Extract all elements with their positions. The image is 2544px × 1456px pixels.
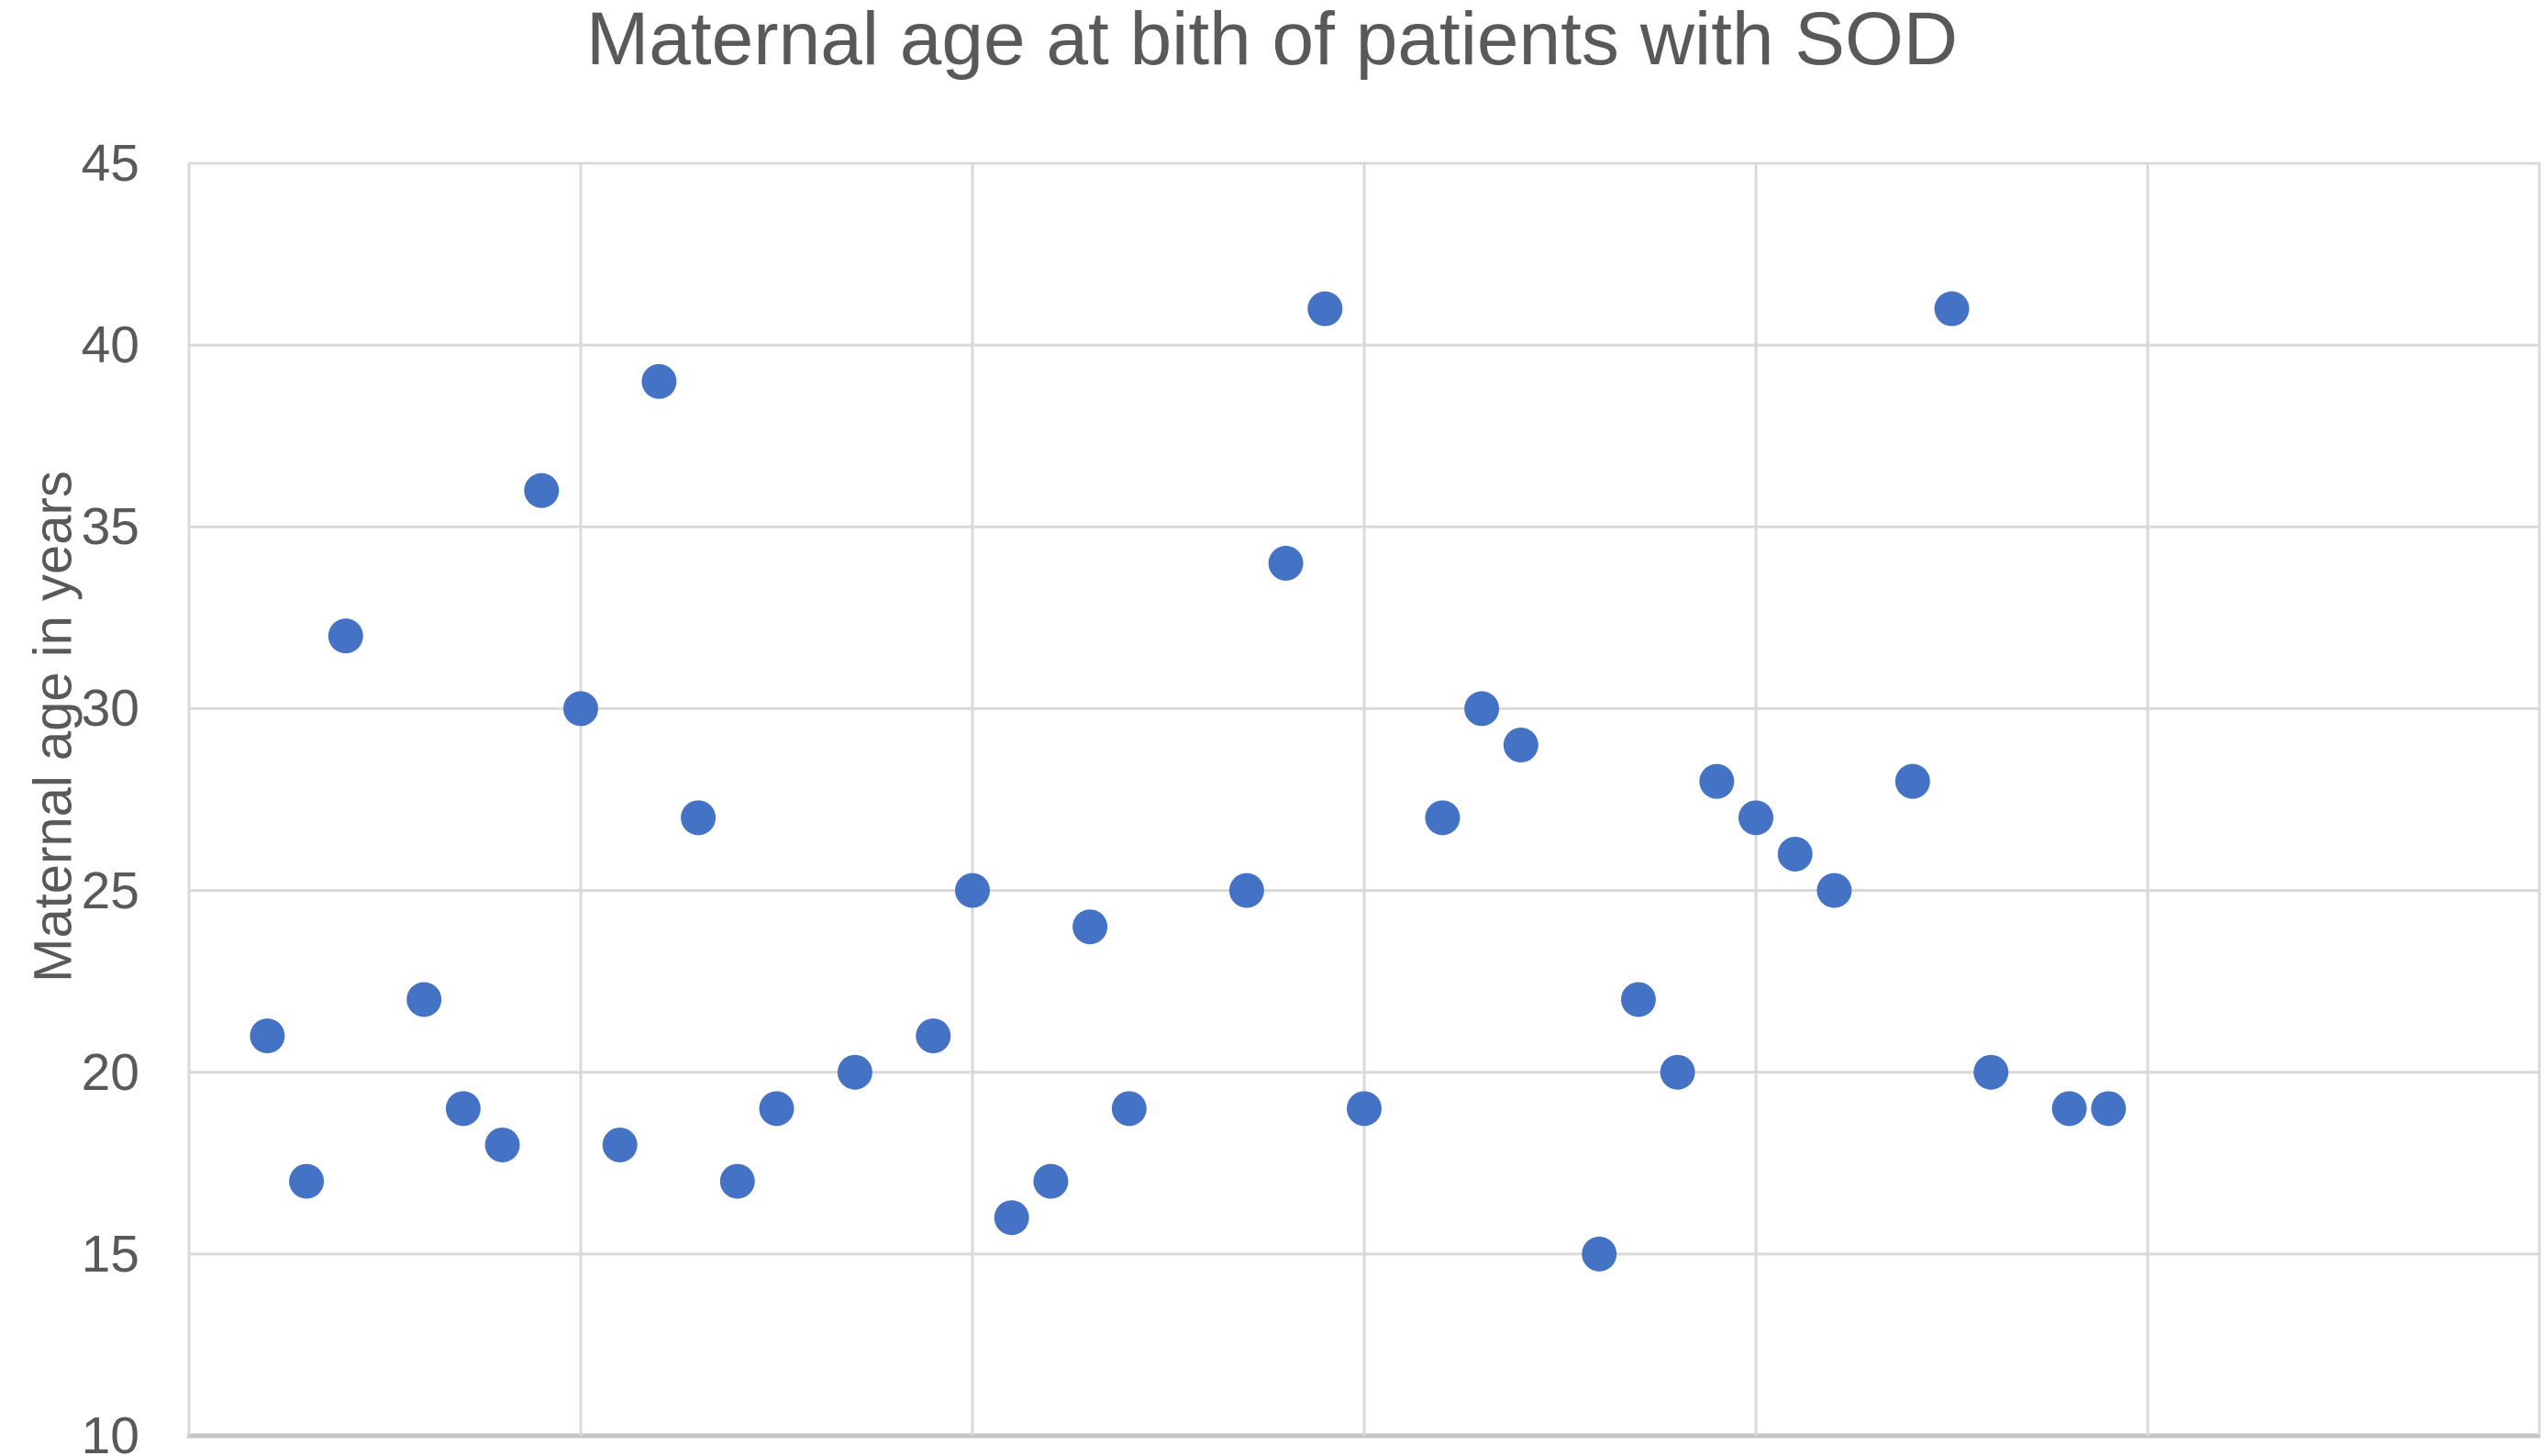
data-point bbox=[1347, 1091, 1382, 1127]
data-point bbox=[1033, 1163, 1069, 1199]
data-point bbox=[563, 691, 598, 727]
data-point bbox=[1111, 1091, 1147, 1127]
data-point bbox=[328, 618, 363, 654]
data-point bbox=[1816, 872, 1852, 908]
data-point bbox=[681, 800, 717, 836]
data-point bbox=[2051, 1091, 2087, 1127]
data-point bbox=[2091, 1091, 2127, 1127]
y-tick-label: 15 bbox=[81, 1224, 139, 1284]
data-point bbox=[1739, 800, 1773, 836]
data-point bbox=[250, 1018, 285, 1054]
data-point bbox=[1894, 763, 1930, 799]
y-tick-label: 25 bbox=[81, 861, 139, 920]
y-tick-label: 20 bbox=[81, 1042, 139, 1102]
data-point bbox=[1620, 982, 1656, 1017]
data-point bbox=[1268, 545, 1304, 581]
data-point bbox=[524, 472, 560, 508]
y-tick-label: 10 bbox=[81, 1406, 139, 1456]
data-point bbox=[1307, 291, 1343, 327]
data-point bbox=[1660, 1054, 1695, 1090]
data-point bbox=[1582, 1236, 1617, 1272]
data-point bbox=[955, 872, 990, 908]
data-point bbox=[1699, 763, 1735, 799]
data-point bbox=[1228, 872, 1264, 908]
data-point bbox=[289, 1163, 325, 1199]
y-tick-label: 35 bbox=[81, 497, 139, 557]
y-tick-label: 40 bbox=[81, 316, 139, 375]
data-point bbox=[1072, 909, 1108, 945]
data-point bbox=[1777, 836, 1813, 872]
data-point bbox=[1934, 291, 1970, 327]
data-point bbox=[406, 982, 442, 1017]
data-point bbox=[445, 1091, 481, 1127]
data-point bbox=[1503, 728, 1539, 763]
data-point bbox=[1973, 1054, 2009, 1090]
data-point bbox=[916, 1018, 951, 1054]
data-point bbox=[602, 1127, 638, 1162]
chart-title: Maternal age at bith of patients with SO… bbox=[585, 0, 1959, 81]
data-point bbox=[837, 1054, 872, 1090]
y-axis-tick-labels: 45 40 35 30 25 20 15 10 bbox=[0, 0, 139, 1456]
y-tick-label: 45 bbox=[81, 134, 139, 193]
data-point bbox=[994, 1200, 1029, 1236]
data-point bbox=[641, 363, 677, 399]
data-point bbox=[484, 1127, 520, 1162]
y-tick-label: 30 bbox=[81, 679, 139, 739]
data-point bbox=[1425, 800, 1461, 836]
data-point bbox=[759, 1091, 794, 1127]
data-point bbox=[1464, 691, 1500, 727]
data-point bbox=[719, 1163, 755, 1199]
